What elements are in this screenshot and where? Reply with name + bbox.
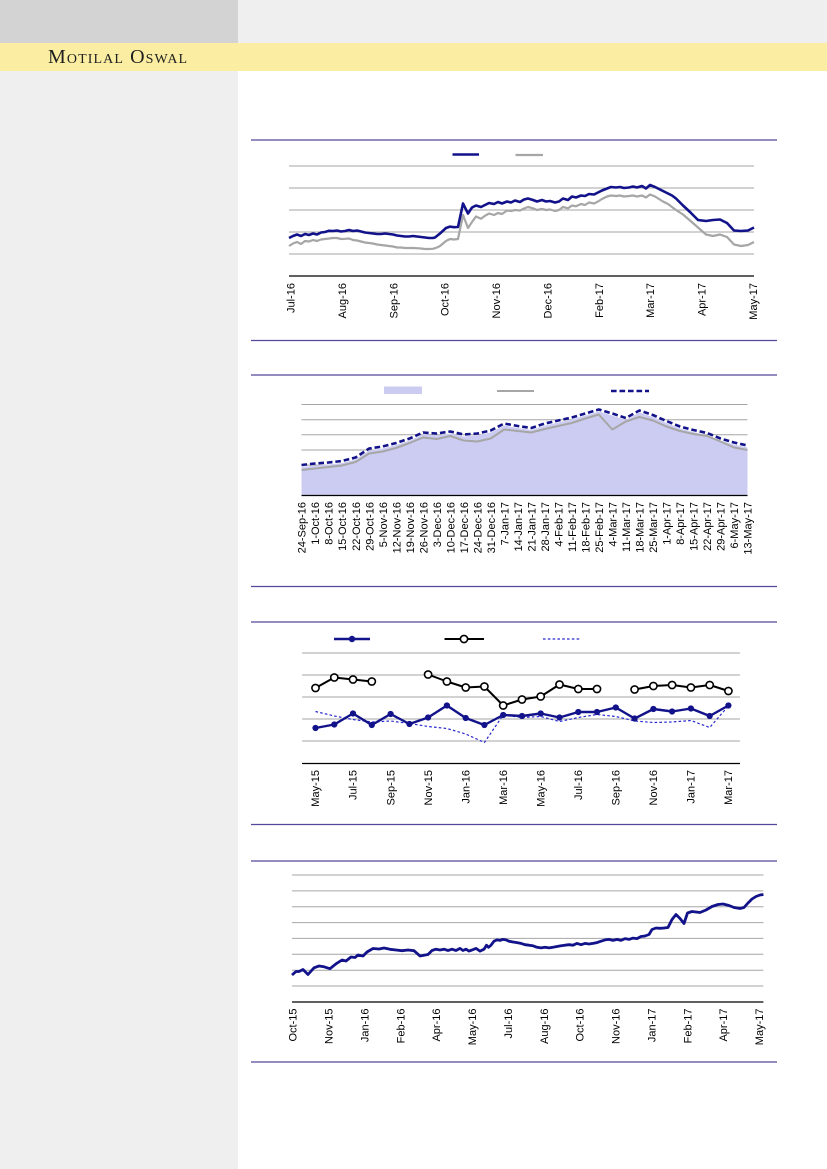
svg-text:May-17: May-17 [748,283,760,320]
svg-text:Jan-17: Jan-17 [686,770,698,804]
svg-text:Jul-16: Jul-16 [503,1009,515,1039]
svg-text:8-Apr-17: 8-Apr-17 [675,502,687,545]
svg-text:10-Dec-16: 10-Dec-16 [445,502,457,553]
svg-text:8-Oct-16: 8-Oct-16 [324,502,336,545]
svg-text:Jul-16: Jul-16 [573,770,585,800]
svg-text:Jan-16: Jan-16 [460,770,472,804]
svg-text:Mar-17: Mar-17 [723,770,735,805]
svg-text:5-Nov-16: 5-Nov-16 [378,502,390,547]
svg-text:3-Dec-16: 3-Dec-16 [432,502,444,547]
svg-text:25-Mar-17: 25-Mar-17 [648,502,660,553]
svg-text:21-Jan-17: 21-Jan-17 [527,502,539,552]
svg-text:Aug-16: Aug-16 [337,283,349,318]
svg-text:26-Nov-16: 26-Nov-16 [418,502,430,553]
svg-text:Feb-17: Feb-17 [682,1009,694,1044]
svg-text:Aug-16: Aug-16 [539,1009,551,1044]
svg-text:May-17: May-17 [754,1009,766,1046]
svg-text:4-Mar-17: 4-Mar-17 [608,502,620,547]
svg-text:Jan-17: Jan-17 [646,1009,658,1043]
svg-text:Apr-16: Apr-16 [431,1009,443,1042]
svg-text:Mar-17: Mar-17 [645,283,657,318]
svg-text:Oct-15: Oct-15 [288,1009,300,1042]
svg-text:4-Feb-17: 4-Feb-17 [554,502,566,547]
svg-text:Nov-16: Nov-16 [648,770,660,805]
svg-text:Dec-16: Dec-16 [542,283,554,318]
svg-text:15-Apr-17: 15-Apr-17 [689,502,701,551]
svg-text:29-Apr-17: 29-Apr-17 [716,502,728,551]
svg-text:6-May-17: 6-May-17 [729,502,741,548]
svg-text:24-Dec-16: 24-Dec-16 [472,502,484,553]
svg-text:Sep-16: Sep-16 [388,283,400,318]
svg-text:Sep-16: Sep-16 [611,770,623,805]
svg-text:14-Jan-17: 14-Jan-17 [513,502,525,552]
svg-text:17-Dec-16: 17-Dec-16 [459,502,471,553]
svg-text:19-Nov-16: 19-Nov-16 [405,502,417,553]
svg-text:Apr-17: Apr-17 [697,283,709,316]
svg-text:24-Sep-16: 24-Sep-16 [297,502,309,553]
svg-text:Nov-16: Nov-16 [611,1009,623,1044]
svg-text:11-Mar-17: 11-Mar-17 [621,502,633,552]
svg-text:11-Feb-17: 11-Feb-17 [567,502,579,552]
svg-text:Nov-15: Nov-15 [324,1009,336,1044]
svg-text:18-Feb-17: 18-Feb-17 [581,502,593,553]
svg-text:May-16: May-16 [467,1009,479,1046]
svg-text:29-Oct-16: 29-Oct-16 [364,502,376,551]
svg-text:May-15: May-15 [310,770,322,807]
svg-text:May-16: May-16 [535,770,547,807]
svg-text:Jan-16: Jan-16 [359,1009,371,1043]
svg-text:22-Oct-16: 22-Oct-16 [351,502,363,551]
svg-text:Feb-16: Feb-16 [395,1009,407,1044]
svg-text:31-Dec-16: 31-Dec-16 [486,502,498,553]
svg-text:1-Oct-16: 1-Oct-16 [310,502,322,545]
svg-text:12-Nov-16: 12-Nov-16 [391,502,403,553]
svg-text:1-Apr-17: 1-Apr-17 [662,502,674,545]
svg-text:Apr-17: Apr-17 [718,1009,730,1042]
svg-text:7-Jan-17: 7-Jan-17 [499,502,511,545]
svg-text:Nov-15: Nov-15 [423,770,435,805]
svg-text:Jul-15: Jul-15 [348,770,360,800]
svg-text:Oct-16: Oct-16 [575,1009,587,1042]
svg-text:15-Oct-16: 15-Oct-16 [337,502,349,551]
svg-text:Jul-16: Jul-16 [286,283,298,313]
svg-text:Mar-16: Mar-16 [498,770,510,805]
svg-text:Feb-17: Feb-17 [594,283,606,318]
svg-text:25-Feb-17: 25-Feb-17 [594,502,606,553]
svg-text:Oct-16: Oct-16 [440,283,452,316]
svg-text:18-Mar-17: 18-Mar-17 [635,502,647,553]
svg-text:Nov-16: Nov-16 [491,283,503,318]
svg-text:28-Jan-17: 28-Jan-17 [540,502,552,552]
svg-text:22-Apr-17: 22-Apr-17 [702,502,714,551]
svg-text:Sep-15: Sep-15 [385,770,397,805]
svg-text:13-May-17: 13-May-17 [743,502,755,555]
